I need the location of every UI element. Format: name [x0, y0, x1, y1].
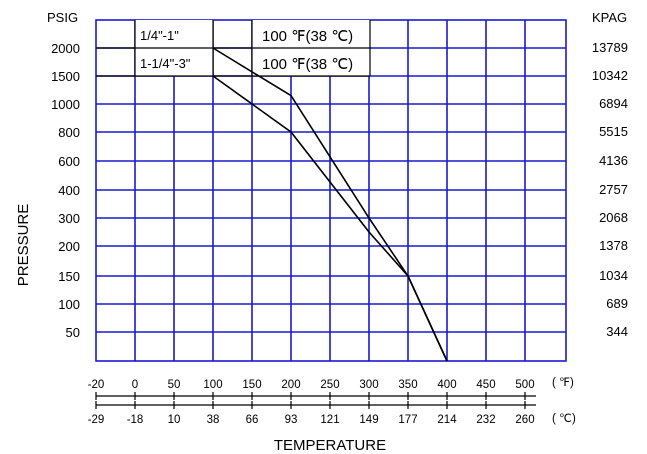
legend-condition-label: 100 ℉(38 ℃) [262, 56, 353, 73]
legend-size-label: 1-1/4"-3" [140, 56, 191, 71]
x-tick-label-f: 150 [242, 379, 261, 391]
y-tick-label-psig: 50 [66, 325, 80, 340]
x-tick-label-c: 66 [246, 414, 259, 426]
x-axis-scales: -20 -29 0 -18 50 10 100 38 150 66 200 93 250 121 300 14… [88, 379, 536, 426]
y-tick-label-psig: 1500 [51, 69, 80, 84]
y-tick-label-psig: 1000 [51, 97, 80, 112]
x-tick-label-c: 214 [437, 414, 457, 426]
x-unit-fahrenheit: ( ℉) [552, 377, 574, 389]
series-line [212, 75, 448, 362]
x-tick-label-f: 100 [203, 379, 222, 391]
legend-condition-label: 100 ℉(38 ℃) [262, 28, 353, 45]
y-tick-label-kpag: 344 [606, 324, 628, 339]
series-layer [212, 47, 448, 362]
x-tick-label-c: -29 [88, 414, 105, 426]
x-tick-label-c: 177 [398, 414, 417, 426]
y-axis-title: PRESSURE [15, 204, 32, 287]
x-tick-label-c: 260 [515, 414, 534, 426]
y-right-unit-label: KPAG [592, 10, 627, 25]
x-tick-label-f: 0 [132, 379, 138, 391]
x-axis-title: TEMPERATURE [274, 437, 386, 454]
x-tick-label-c: 121 [320, 414, 339, 426]
x-tick-label-c: 10 [168, 414, 181, 426]
y-tick-label-kpag: 2068 [599, 210, 628, 225]
x-tick-label-f: 450 [476, 379, 495, 391]
y-left-unit-label: PSIG [47, 10, 78, 25]
legend-table: 1/4"-1" 100 ℉(38 ℃) 1-1/4"-3" 100 ℉(38 ℃) [96, 20, 371, 77]
y-tick-label-kpag: 4136 [599, 153, 628, 168]
y-tick-label-psig: 300 [58, 211, 80, 226]
y-tick-label-kpag: 689 [606, 296, 628, 311]
y-tick-label-psig: 600 [58, 154, 80, 169]
x-tick-label-f: 50 [168, 379, 181, 391]
x-tick-label-f: 250 [320, 379, 339, 391]
x-tick-label-c: 149 [359, 414, 378, 426]
x-tick-label-c: 93 [285, 414, 298, 426]
y-tick-label-kpag: 13789 [592, 40, 628, 55]
x-unit-celsius: ( ℃) [552, 413, 576, 425]
x-tick-label-f: 350 [398, 379, 417, 391]
y-tick-label-kpag: 6894 [599, 96, 628, 111]
y-tick-label-kpag: 2757 [599, 182, 628, 197]
y-tick-label-psig: 100 [58, 297, 80, 312]
y-tick-label-psig: 200 [58, 239, 80, 254]
y-tick-label-psig: 150 [58, 269, 80, 284]
y-tick-label-kpag: 1378 [599, 238, 628, 253]
x-tick-label-c: 38 [207, 414, 220, 426]
x-tick-label-f: -20 [88, 379, 105, 391]
x-tick-label-c: -18 [127, 414, 144, 426]
x-tick-label-f: 500 [515, 379, 534, 391]
x-tick-label-f: 200 [281, 379, 300, 391]
y-tick-label-kpag: 10342 [592, 68, 628, 83]
y-tick-label-kpag: 1034 [599, 268, 628, 283]
y-tick-labels: 2000 13789 1500 10342 1000 6894 800 5515 600 4136… [51, 40, 628, 340]
y-tick-label-psig: 800 [58, 125, 80, 140]
y-tick-label-psig: 400 [58, 183, 80, 198]
y-tick-label-kpag: 5515 [599, 124, 628, 139]
x-tick-label-c: 232 [476, 414, 495, 426]
legend-size-label: 1/4"-1" [140, 28, 179, 43]
x-tick-label-f: 300 [359, 379, 378, 391]
y-tick-label-psig: 2000 [51, 41, 80, 56]
x-tick-label-f: 400 [437, 379, 456, 391]
